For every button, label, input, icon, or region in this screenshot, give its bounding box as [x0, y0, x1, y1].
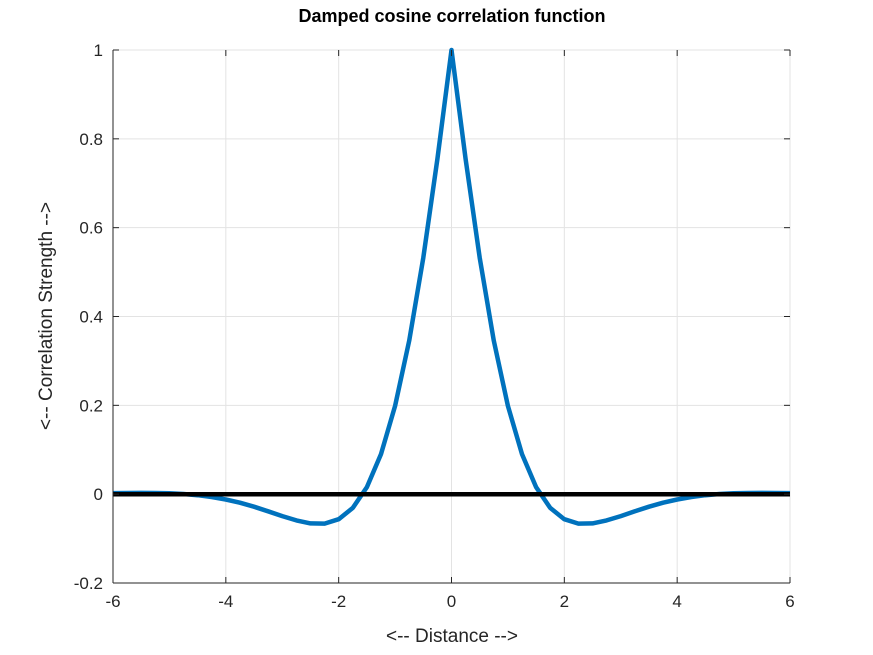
tick-labels: -6 -4 -2 0 2 4 6 -0.2 0 0.2 0.4 0.6 0.8 1 — [74, 41, 795, 611]
y-tick-label: 0.8 — [79, 130, 103, 149]
x-tick-label: 6 — [785, 592, 794, 611]
x-tick-label: 2 — [560, 592, 569, 611]
x-tick-label: 4 — [672, 592, 681, 611]
y-tick-label: 0 — [94, 485, 103, 504]
x-tick-label: -6 — [105, 592, 120, 611]
x-tick-label: 0 — [447, 592, 456, 611]
chart-title: Damped cosine correlation function — [298, 6, 605, 26]
x-axis-label: <-- Distance --> — [386, 626, 518, 647]
y-tick-label: 0.2 — [79, 396, 103, 415]
y-tick-label: -0.2 — [74, 574, 103, 593]
grid — [112, 49, 791, 584]
axes — [112, 49, 791, 584]
x-tick-label: -4 — [218, 592, 233, 611]
y-tick-label: 1 — [94, 41, 103, 60]
y-tick-label: 0.4 — [79, 308, 103, 327]
y-tick-label: 0.6 — [79, 219, 103, 238]
x-tick-label: -2 — [331, 592, 346, 611]
y-axis-label: <-- Correlation Strength --> — [36, 202, 57, 430]
